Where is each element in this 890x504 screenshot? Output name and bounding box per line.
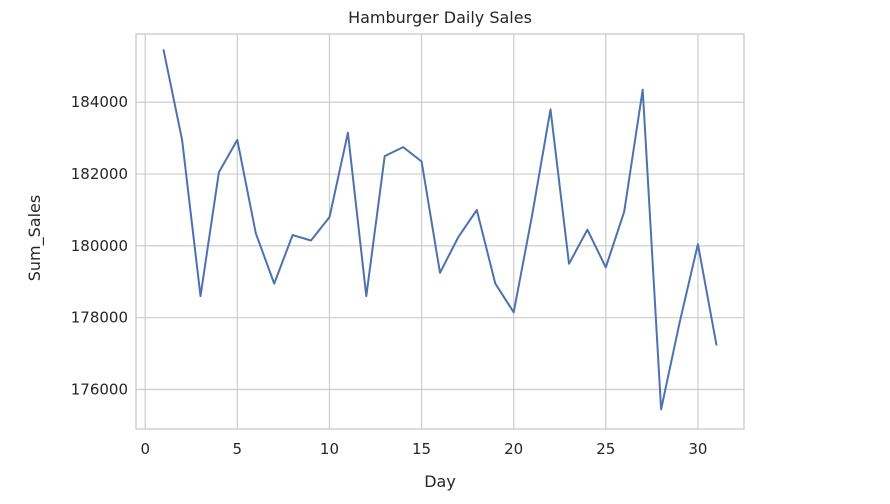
y-tick-label: 182000 (71, 165, 128, 183)
x-tick-label: 20 (504, 440, 523, 458)
x-tick-label: 30 (688, 440, 707, 458)
x-tick-label: 25 (596, 440, 615, 458)
gridlines (136, 34, 744, 429)
series-line-0 (162, 49, 718, 411)
x-tick-label: 0 (140, 440, 150, 458)
y-tick-label: 178000 (71, 309, 128, 327)
y-tick-label: 180000 (71, 237, 128, 255)
y-axis-label: Sum_Sales (25, 195, 45, 281)
x-tick-label: 15 (412, 440, 431, 458)
y-tick-label: 184000 (71, 93, 128, 111)
x-axis-label: Day (424, 472, 456, 491)
chart-title: Hamburger Daily Sales (348, 8, 532, 27)
y-tick-label: 176000 (71, 381, 128, 399)
x-tick-label: 10 (320, 440, 339, 458)
x-tick-label: 5 (233, 440, 243, 458)
plot-area (135, 33, 745, 430)
series-group (162, 49, 718, 411)
tick-labels: 0 5 10 15 20 25 30 176000 178000 180000 182000 1840… (71, 93, 708, 458)
